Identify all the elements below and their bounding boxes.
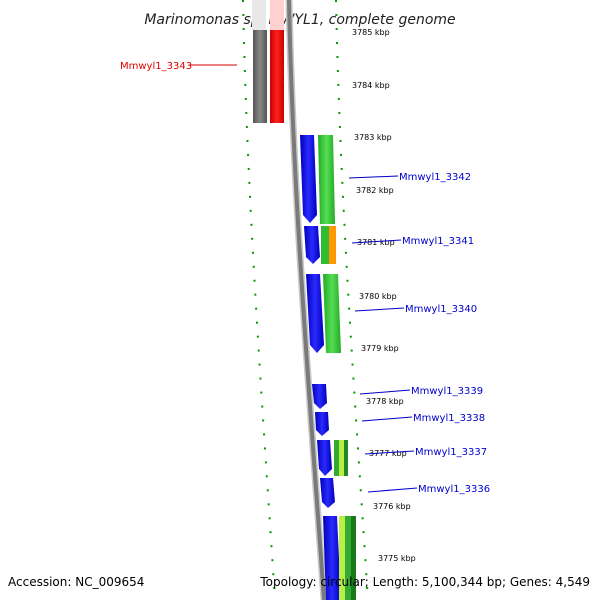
gene-fragment-red	[270, 0, 284, 30]
gene-mmwyl1-3340	[306, 274, 324, 353]
gene-mmwyl1-3337-function-c	[344, 440, 348, 476]
gene-label-mmwyl1-3343[interactable]: Mmwyl1_3343	[120, 61, 192, 72]
scale-label: 3777 kbp	[369, 449, 407, 458]
gene-next-function-b	[345, 516, 351, 600]
gene-label-mmwyl1-3341[interactable]: Mmwyl1_3341	[402, 236, 474, 247]
gene-mmwyl1-3343-function	[253, 30, 267, 123]
gene-mmwyl1-3338	[315, 412, 329, 436]
scale-label: 3783 kbp	[354, 133, 392, 142]
gene-mmwyl1-3340-function	[323, 274, 341, 353]
accession-text: Accession: NC_009654	[8, 575, 144, 589]
gene-mmwyl1-3339	[312, 384, 327, 409]
topology-text: Topology: circular; Length: 5,100,344 bp…	[259, 575, 590, 589]
scale-label: 3781 kbp	[357, 238, 395, 247]
scale-label: 3780 kbp	[359, 292, 397, 301]
scale-label: 3785 kbp	[352, 28, 390, 37]
gene-mmwyl1-3342	[300, 135, 317, 223]
scale-label: 3775 kbp	[378, 554, 416, 563]
gene-next-function-a	[339, 516, 345, 600]
outer-ring-ticks	[242, 0, 276, 600]
gene-mmwyl1-3341	[304, 226, 320, 264]
gene-label-leader	[367, 487, 418, 493]
gene-mmwyl1-3341-function-orange	[329, 226, 336, 264]
gene-mmwyl1-3343	[270, 30, 284, 123]
gene-label-mmwyl1-3338[interactable]: Mmwyl1_3338	[413, 413, 485, 424]
gene-mmwyl1-3337	[317, 440, 332, 476]
scale-label: 3784 kbp	[352, 81, 390, 90]
gene-label-mmwyl1-3336[interactable]: Mmwyl1_3336	[418, 484, 490, 495]
scale-label: 3779 kbp	[361, 344, 399, 353]
gene-mmwyl1-3337-function-a	[334, 440, 339, 476]
gene-mmwyl1-3336	[320, 478, 335, 508]
gene-label-leader	[359, 389, 411, 395]
gene-label-leader	[351, 239, 402, 244]
gene-label-leader	[348, 175, 399, 179]
gene-mmwyl1-3342-function	[318, 135, 335, 224]
gene-next-forward	[323, 516, 341, 600]
scale-label: 3778 kbp	[366, 397, 404, 406]
map-title: Marinomonas sp. MWYL1, complete genome	[144, 12, 455, 28]
gene-label-mmwyl1-3342[interactable]: Mmwyl1_3342	[399, 172, 471, 183]
gene-next-function-c	[351, 516, 356, 600]
gene-label-leader	[361, 416, 413, 422]
scale-label: 3782 kbp	[356, 186, 394, 195]
gene-label-mmwyl1-3340[interactable]: Mmwyl1_3340	[405, 304, 477, 315]
gene-mmwyl1-3341-function-green	[321, 226, 329, 264]
gene-label-mmwyl1-3337[interactable]: Mmwyl1_3337	[415, 447, 487, 458]
gene-label-mmwyl1-3339[interactable]: Mmwyl1_3339	[411, 386, 483, 397]
gene-label-leader	[364, 450, 415, 455]
scale-label: 3776 kbp	[373, 502, 411, 511]
inner-ring-ticks	[335, 0, 369, 600]
genome-backbone	[287, 0, 326, 600]
gene-mmwyl1-3337-function-b	[339, 440, 344, 476]
gene-fragment-gray	[252, 0, 266, 30]
gene-label-leader	[354, 307, 405, 312]
